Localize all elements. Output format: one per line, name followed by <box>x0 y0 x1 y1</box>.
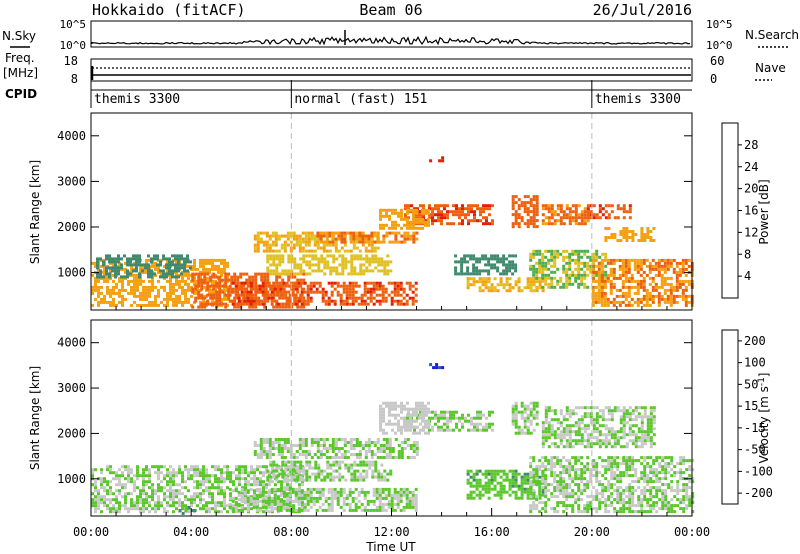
velocity-xtick-label-2: 08:00 <box>273 525 309 539</box>
power-colorbar-label-1: 8 <box>744 247 751 261</box>
power-echo-region-9 <box>429 156 445 163</box>
velocity-colorbar-label-3: 15 <box>744 399 758 413</box>
nsky-trace-line <box>91 35 691 46</box>
velocity-echo-region-9 <box>511 401 539 435</box>
velocity-colorbar: 200 100 50 15 -15 -50 -100 -200 <box>721 329 773 505</box>
power-panel-frame <box>90 112 693 311</box>
velocity-ytick-label-1: 2000 <box>57 426 86 440</box>
cpid-segment-label-2: themis 3300 <box>595 92 681 107</box>
power-ytick-label-0: 1000 <box>57 266 86 280</box>
velocity-xtick-label-5: 20:00 <box>574 525 610 539</box>
beam-title: Beam 06 <box>359 1 422 19</box>
velocity-xtick-label-4: 16:00 <box>474 525 510 539</box>
velocity-echo-region-10 <box>541 406 656 449</box>
freq-tick-high: 18 <box>64 54 78 68</box>
cpid-label: CPID <box>5 87 37 101</box>
nsky-right-tick-low: 10^0 <box>706 39 733 52</box>
velocity-xtick-label-3: 12:00 <box>373 525 409 539</box>
power-echo-region-14 <box>586 204 632 220</box>
power-ylabel: Slant Range [km] <box>28 160 42 264</box>
velocity-xtick-label-1: 04:00 <box>173 525 209 539</box>
freq-label-line1: Freq. <box>5 51 35 65</box>
power-colorbar-label-2: 12 <box>744 225 758 239</box>
power-colorbar-frame <box>721 122 739 299</box>
velocity-colorbar-label-2: 50 <box>744 377 758 391</box>
power-colorbar-label-4: 20 <box>744 182 758 196</box>
velocity-x-axis: 00:00 04:00 08:00 12:00 16:00 20:00 00:00 <box>73 306 710 539</box>
nsky-tick-low: 10^0 <box>60 39 87 52</box>
power-echo-region-15 <box>604 227 656 242</box>
power-echo-region-3 <box>228 281 418 306</box>
freq-label-line2: [MHz] <box>3 66 38 80</box>
power-ytick-label-2: 3000 <box>57 174 86 188</box>
power-echo-region-10 <box>454 254 518 276</box>
velocity-ytick-label-0: 1000 <box>57 472 86 486</box>
velocity-echo-region-2 <box>228 487 418 512</box>
velocity-colorbar-frame <box>721 329 739 505</box>
velocity-ytick-label-2: 3000 <box>57 381 86 395</box>
velocity-echo-region-6 <box>379 401 430 435</box>
radar-title: Hokkaido (fitACF) <box>92 1 246 19</box>
power-echo-region-13 <box>541 204 590 226</box>
velocity-colorbar-label-text: Velocity [m s <box>757 386 771 463</box>
power-time-guides <box>290 113 593 310</box>
power-colorbar: 4 8 12 16 20 24 28 <box>721 122 758 299</box>
freq-tick-low: 8 <box>71 72 78 86</box>
power-ytick-label-3: 4000 <box>57 129 86 143</box>
velocity-xlabel: Time UT <box>365 540 416 554</box>
velocity-ylabel: Slant Range [km] <box>28 366 42 470</box>
power-ytick-label-1: 2000 <box>57 220 86 234</box>
velocity-echo-region-11 <box>529 456 695 514</box>
freq-panel <box>90 58 693 82</box>
velocity-colorbar-label-5: -50 <box>744 443 766 457</box>
velocity-colorbar-label-7: -200 <box>744 486 773 500</box>
velocity-time-guides <box>290 320 593 516</box>
velocity-echo-region-4 <box>253 438 419 459</box>
power-echo-region-6 <box>316 231 419 244</box>
velocity-echo-region-1 <box>178 506 197 515</box>
nsky-panel <box>90 20 693 48</box>
power-echoes <box>91 156 694 309</box>
nsky-tick-high: 10^5 <box>60 18 87 31</box>
nave-label: Nave <box>755 61 786 75</box>
nsky-right-tick-high: 10^5 <box>706 18 733 31</box>
nave-tick-high: 60 <box>710 54 724 68</box>
velocity-colorbar-label: Velocity [m s-1] <box>757 373 771 464</box>
cpid-segment-label-1: normal (fast) 151 <box>294 92 427 107</box>
date-title: 26/Jul/2016 <box>593 1 692 19</box>
power-y-axis: 1000 2000 3000 4000 <box>57 129 692 280</box>
velocity-colorbar-label-4: -15 <box>744 421 766 435</box>
velocity-colorbar-label-close: ] <box>757 373 771 378</box>
power-colorbar-label: Power [dB] <box>757 179 771 244</box>
power-echo-region-12 <box>511 195 539 229</box>
nsky-trace <box>91 30 691 46</box>
velocity-colorbar-label-1: 100 <box>744 356 766 370</box>
power-colorbar-label-6: 28 <box>744 138 758 152</box>
cpid-segment-label-0: themis 3300 <box>94 92 180 107</box>
power-echo-region-17 <box>591 258 694 307</box>
power-colorbar-label-3: 16 <box>744 204 758 218</box>
nave-tick-low: 0 <box>710 72 717 86</box>
power-echo-region-8 <box>379 208 430 230</box>
velocity-echo-region-7 <box>429 363 445 370</box>
nsearch-label: N.Search <box>745 28 799 42</box>
cpid-segments: themis 3300 normal (fast) 151 themis 3300 <box>90 80 681 108</box>
velocity-colorbar-label-0: 200 <box>744 334 766 348</box>
velocity-ytick-label-3: 4000 <box>57 336 86 350</box>
power-colorbar-label-0: 4 <box>744 269 751 283</box>
velocity-xtick-label-6: 00:00 <box>674 525 710 539</box>
power-echo-region-1 <box>96 254 192 279</box>
nsky-label: N.Sky <box>2 29 36 43</box>
power-echo-region-7 <box>404 204 494 226</box>
velocity-colorbar-label-6: -100 <box>744 464 773 478</box>
velocity-xtick-label-0: 00:00 <box>73 525 109 539</box>
velocity-y-axis: 1000 2000 3000 4000 <box>57 336 692 486</box>
power-echo-region-4 <box>266 254 393 276</box>
power-colorbar-label-5: 24 <box>744 160 758 174</box>
velocity-colorbar-label-exp: -1 <box>757 377 767 386</box>
